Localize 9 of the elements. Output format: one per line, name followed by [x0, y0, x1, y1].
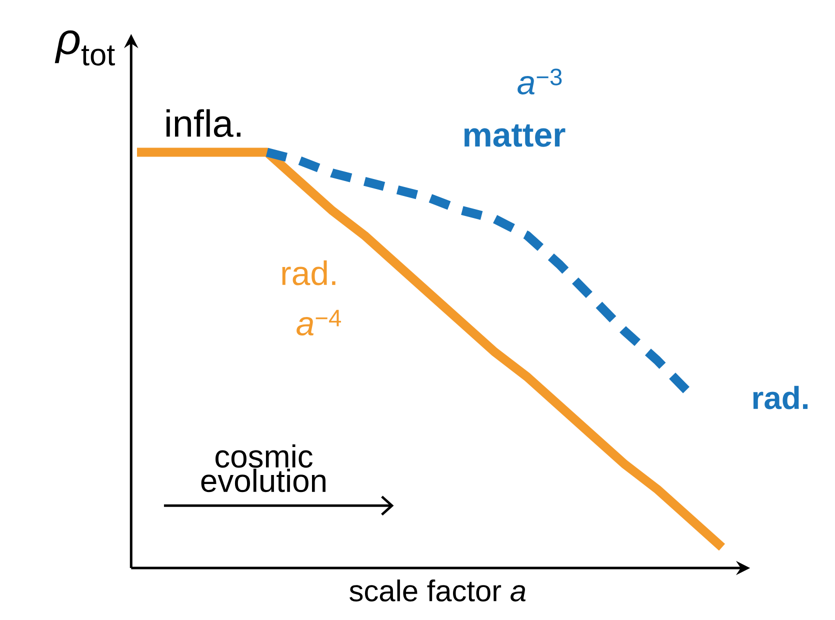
annotation: cosmic evolution: [201, 444, 326, 492]
y-axis-title: ρ$_{tot}$: [54, 30, 115, 66]
annotation: a$^{−4}$: [296, 310, 342, 336]
text: a$^{−3}$: [518, 68, 562, 95]
text: rad.: [753, 386, 808, 410]
text: matter: [464, 124, 566, 147]
x-axis-title: scale factor a: [350, 580, 526, 602]
annotation: rad.: [282, 260, 336, 286]
text: infla.: [166, 109, 240, 138]
